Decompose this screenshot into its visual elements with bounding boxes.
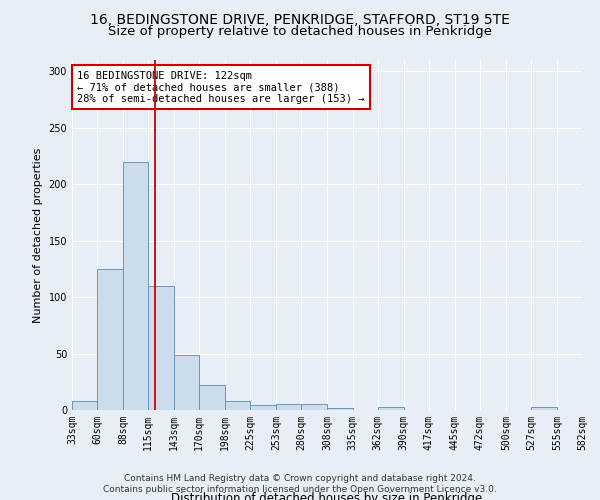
Bar: [250, 406, 277, 410]
Bar: [531, 406, 557, 410]
Bar: [174, 354, 199, 410]
Text: Contains HM Land Registry data © Crown copyright and database right 2024.
Contai: Contains HM Land Registry data © Crown c…: [103, 474, 497, 494]
Bar: [148, 286, 174, 410]
X-axis label: Distribution of detached houses by size in Penkridge: Distribution of detached houses by size …: [172, 492, 482, 500]
Bar: [225, 401, 250, 410]
Bar: [123, 162, 148, 410]
Bar: [377, 406, 404, 410]
Bar: [328, 408, 353, 410]
Text: Size of property relative to detached houses in Penkridge: Size of property relative to detached ho…: [108, 25, 492, 38]
Text: 16 BEDINGSTONE DRIVE: 122sqm
← 71% of detached houses are smaller (388)
28% of s: 16 BEDINGSTONE DRIVE: 122sqm ← 71% of de…: [77, 70, 365, 104]
Text: 16, BEDINGSTONE DRIVE, PENKRIDGE, STAFFORD, ST19 5TE: 16, BEDINGSTONE DRIVE, PENKRIDGE, STAFFO…: [90, 12, 510, 26]
Y-axis label: Number of detached properties: Number of detached properties: [33, 148, 43, 322]
Bar: [277, 404, 301, 410]
Bar: [301, 404, 328, 410]
Bar: [72, 401, 97, 410]
Bar: [199, 385, 225, 410]
Bar: [97, 269, 123, 410]
